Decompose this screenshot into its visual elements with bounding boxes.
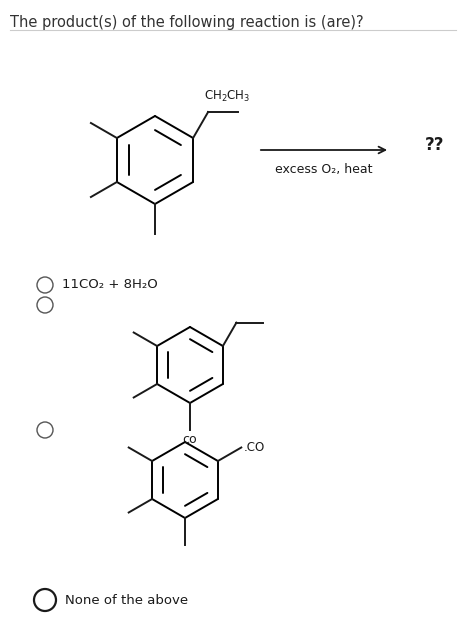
Text: co: co [183, 433, 197, 446]
Text: None of the above: None of the above [65, 593, 188, 607]
Text: 11CO₂ + 8H₂O: 11CO₂ + 8H₂O [62, 278, 158, 291]
Text: ??: ?? [425, 136, 445, 154]
Text: .CO: .CO [243, 441, 265, 454]
Text: The product(s) of the following reaction is (are)?: The product(s) of the following reaction… [10, 15, 363, 30]
Text: $\mathsf{CH_2CH_3}$: $\mathsf{CH_2CH_3}$ [204, 89, 251, 104]
Text: excess O₂, heat: excess O₂, heat [275, 163, 373, 176]
